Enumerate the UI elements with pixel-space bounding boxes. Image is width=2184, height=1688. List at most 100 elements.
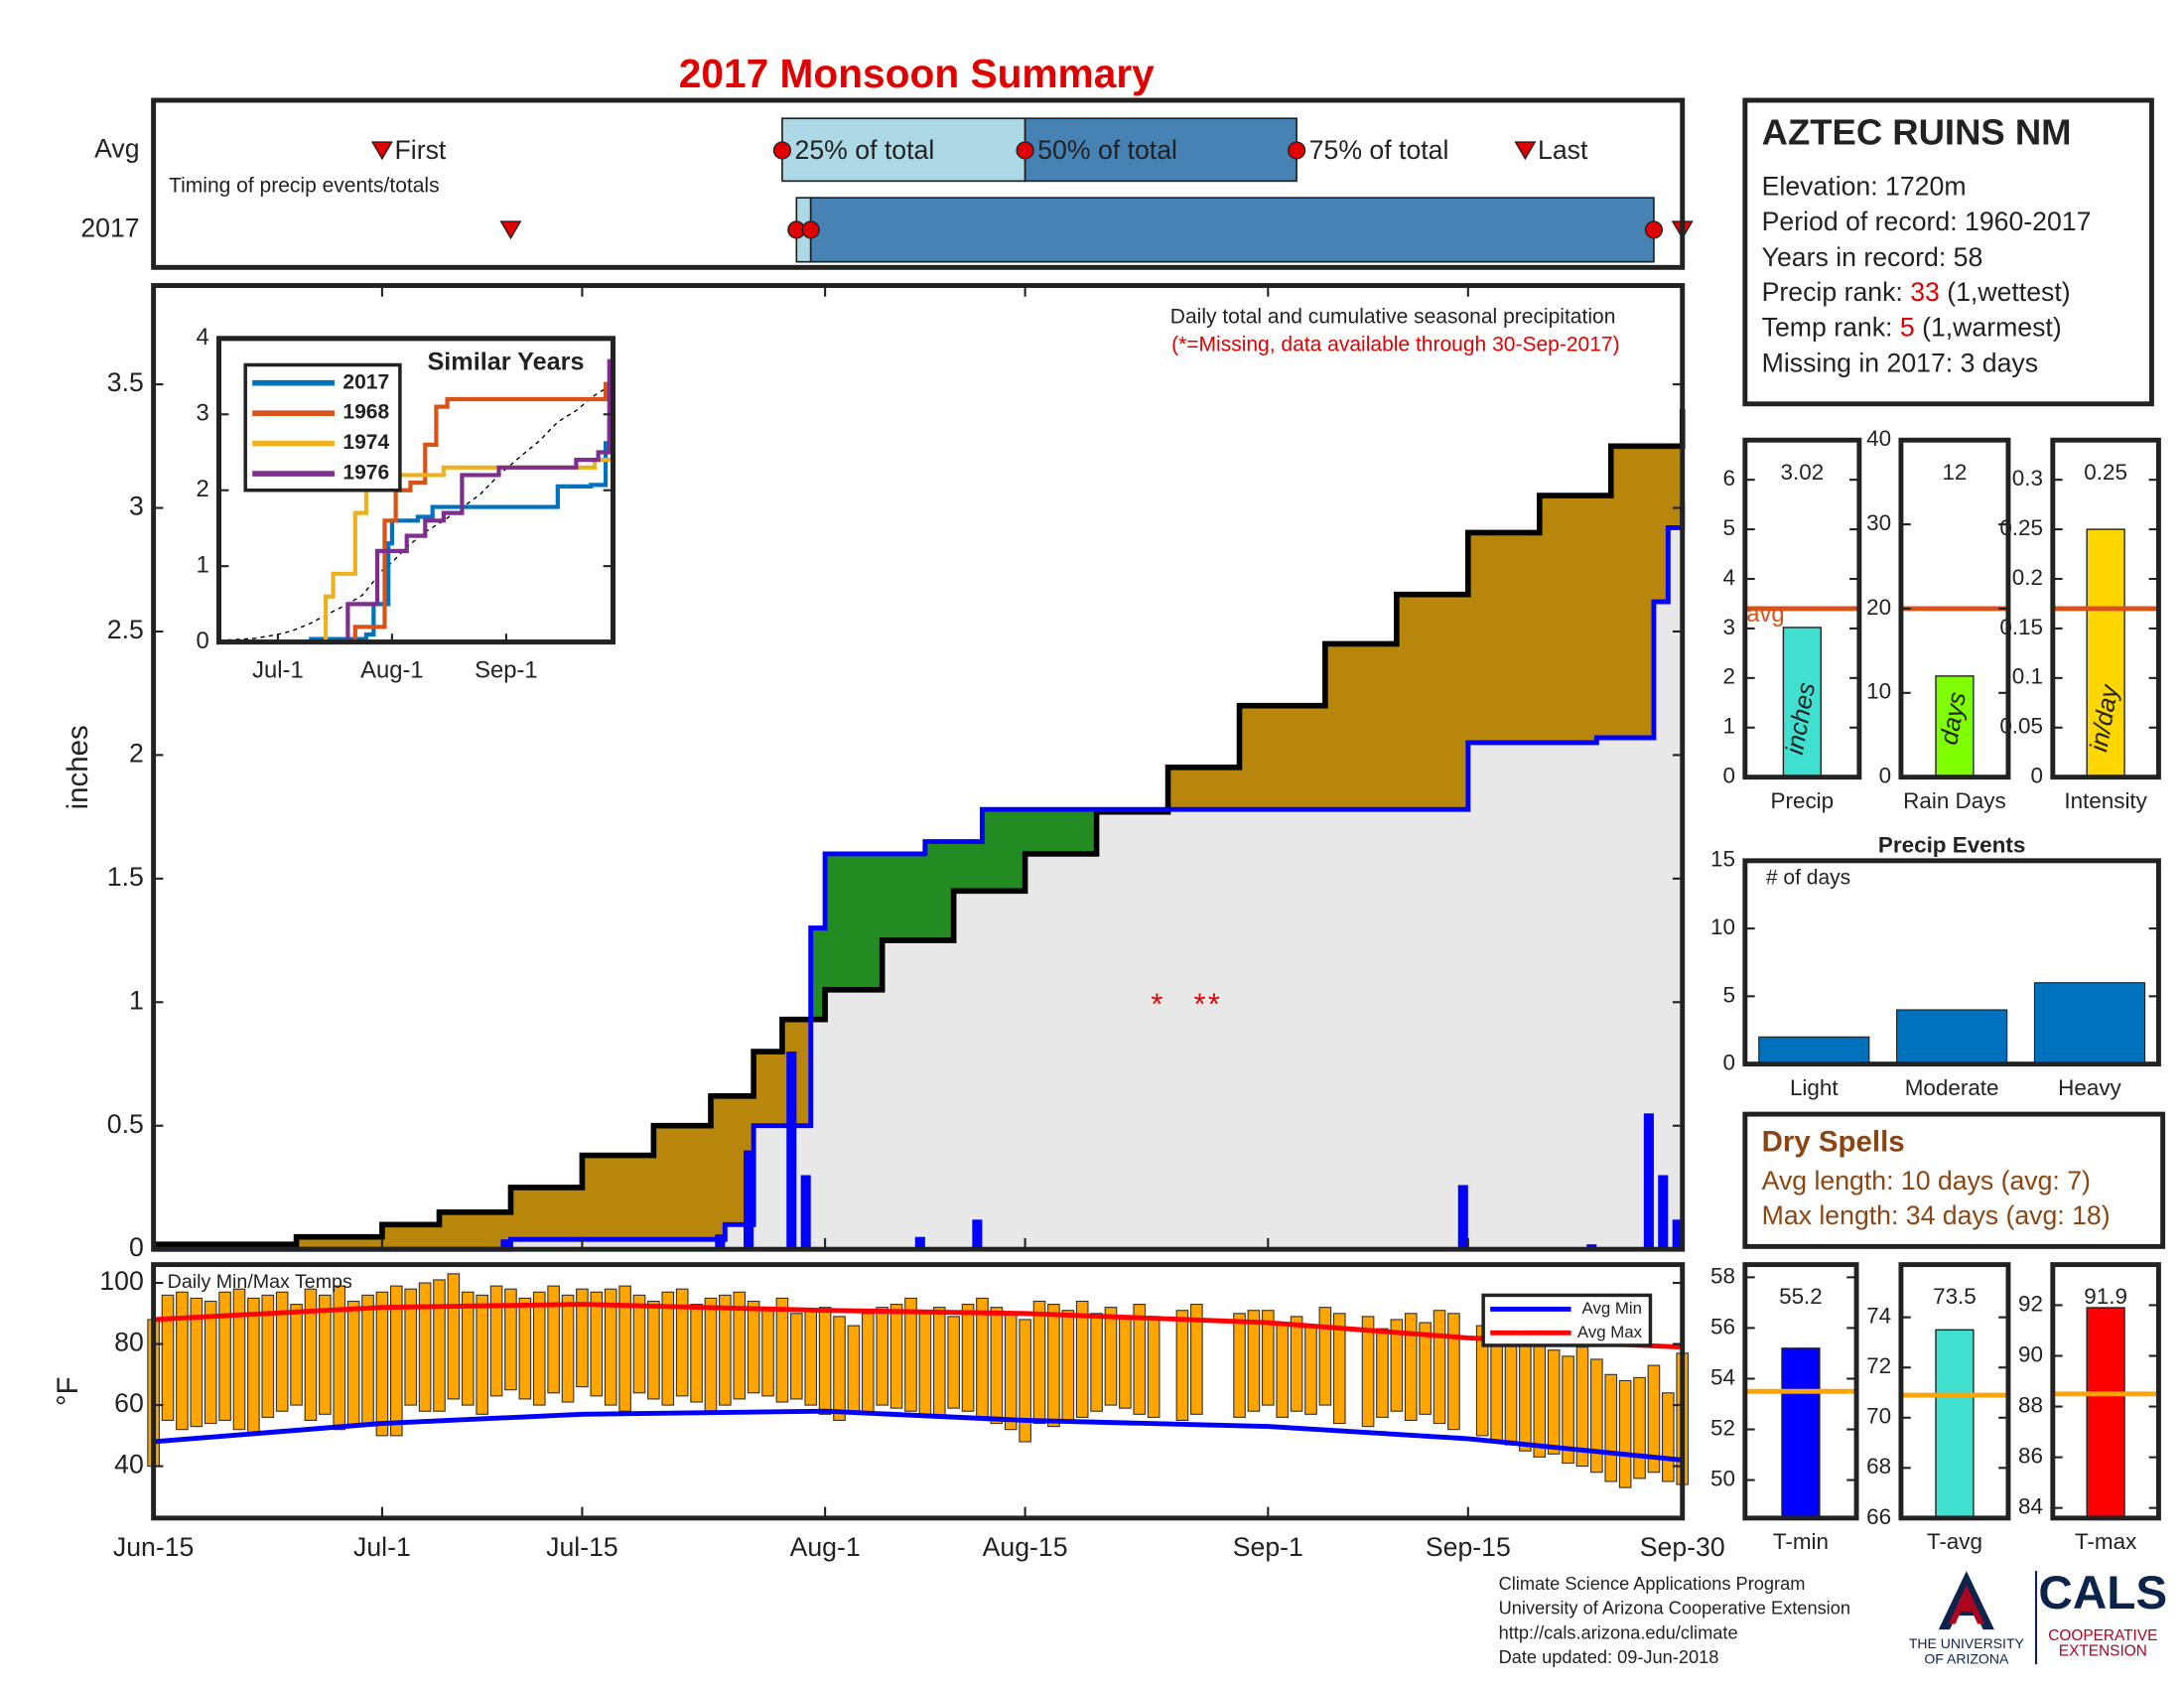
temp-bar — [247, 1297, 260, 1434]
y-tick-label: 40 — [1866, 426, 1891, 451]
temp-bar — [775, 1297, 789, 1403]
timing-bar — [781, 117, 1026, 183]
y-tick-label: 50 — [1710, 1467, 1735, 1491]
legend-label: 1968 — [342, 401, 389, 424]
frame — [2050, 1262, 2161, 1521]
temp-bar — [761, 1307, 774, 1397]
rank-label: Precip rank: — [1762, 277, 1911, 307]
y-tick-label: 3.5 — [107, 367, 144, 397]
footer-line: Climate Science Applications Program — [1499, 1573, 1806, 1594]
x-tick-label: Sep-30 — [1640, 1532, 1725, 1562]
x-tick-label: Aug-1 — [790, 1532, 861, 1562]
y-tick-label: 3 — [196, 400, 208, 427]
rank-suffix: (1,warmest) — [1915, 313, 2062, 343]
y-tick-label: 40 — [114, 1450, 144, 1479]
missing-marker: * — [1151, 987, 1162, 1022]
temp-bar — [1318, 1307, 1332, 1406]
footer-line: http://cals.arizona.edu/climate — [1499, 1621, 1738, 1642]
station-rank: Precip rank: 33 (1,wettest) — [1762, 277, 2071, 307]
frame — [1898, 437, 2011, 780]
ua-logo — [1938, 1571, 2038, 1665]
x-tick-label: Sep-15 — [1426, 1532, 1511, 1562]
category-label: T-max — [2075, 1529, 2136, 1554]
dry-title: Dry Spells — [1762, 1125, 1905, 1158]
temp-bar — [290, 1304, 303, 1406]
y-tick-label: 10 — [1866, 679, 1891, 704]
temp-bar — [1276, 1322, 1290, 1418]
y-tick-label: 1 — [196, 551, 208, 578]
row-label: 2017 — [80, 212, 139, 242]
temp-bar — [1647, 1364, 1661, 1474]
temp-bar — [632, 1294, 646, 1394]
daily-bar — [1586, 1244, 1597, 1250]
temp-bar — [418, 1282, 432, 1412]
total-marker — [1016, 141, 1034, 160]
cals-sub: EXTENSION — [2059, 1643, 2147, 1660]
avg-line — [153, 408, 1686, 1247]
temp-bar — [690, 1304, 703, 1403]
year-line — [218, 381, 614, 644]
footer-line: University of Arizona Cooperative Extens… — [1499, 1598, 1850, 1618]
temp-bar — [447, 1273, 461, 1400]
value-label: 55.2 — [1779, 1284, 1823, 1309]
temp-bar — [1533, 1336, 1547, 1458]
y-tick-label: 6 — [1723, 466, 1735, 491]
daily-bar — [786, 1052, 797, 1250]
temp-bar — [404, 1288, 418, 1406]
category-label: Light — [1790, 1075, 1839, 1100]
temp-bar — [232, 1288, 246, 1431]
y-tick-label: 1 — [129, 985, 144, 1015]
temp-bar — [518, 1297, 532, 1400]
y-tick-label: 2 — [196, 476, 208, 502]
year-line — [218, 338, 615, 644]
x-tick-label: Jun-15 — [113, 1532, 194, 1562]
daily-bar — [914, 1236, 925, 1250]
timing-bar — [809, 197, 1655, 263]
temp-bar — [804, 1310, 818, 1406]
y-tick-label: 58 — [1710, 1263, 1735, 1288]
station-line: Years in record: 58 — [1762, 242, 1983, 272]
timing-label: 25% of total — [795, 135, 935, 165]
x-tick-label: Jul-1 — [353, 1532, 411, 1562]
temp-bar — [1304, 1325, 1317, 1415]
temp-bar — [1190, 1304, 1203, 1415]
temp-bar — [1104, 1307, 1118, 1406]
frame — [216, 336, 615, 645]
station-missing: Missing in 2017: 3 days — [1762, 349, 2038, 378]
temp-bar — [375, 1291, 389, 1437]
temp-bar — [1075, 1300, 1089, 1418]
category-label: T-avg — [1927, 1529, 1982, 1554]
y-tick-label: 1 — [1723, 714, 1735, 739]
y-tick-label: 0 — [196, 628, 208, 654]
total-marker — [772, 141, 792, 160]
temp-bar — [604, 1288, 617, 1406]
chart-title: Precip Events — [1878, 833, 2025, 858]
annotation: Daily total and cumulative seasonal prec… — [1170, 305, 1616, 328]
temp-bar — [647, 1300, 660, 1400]
y-tick-label: 90 — [2018, 1341, 2043, 1366]
y-tick-label: 2 — [1723, 664, 1735, 689]
temp-bar — [1590, 1358, 1603, 1474]
x-tick-label: Aug-15 — [983, 1532, 1068, 1562]
temp-bar — [218, 1291, 231, 1422]
frame — [151, 283, 1686, 1252]
station-name: AZTEC RUINS NM — [1762, 112, 2072, 153]
temp-bar — [204, 1300, 217, 1425]
value-label: 12 — [1942, 460, 1967, 485]
row-label: Avg — [94, 134, 139, 164]
temp-bar — [719, 1294, 732, 1406]
temp-bar — [1061, 1310, 1075, 1422]
temp-bar — [1290, 1316, 1303, 1412]
temp-bar — [1547, 1349, 1561, 1455]
daily-bar — [715, 1234, 726, 1250]
y-tick-label: 15 — [1710, 847, 1735, 872]
event-marker — [370, 141, 393, 161]
y-axis-label: inches — [62, 725, 94, 809]
temp-bar — [861, 1313, 875, 1415]
legend-label: 2017 — [342, 370, 389, 393]
frame — [1742, 437, 1862, 780]
bar — [1935, 1329, 1975, 1519]
total-marker — [1287, 141, 1306, 160]
logo-a-inner — [1948, 1585, 1985, 1624]
bar — [2033, 982, 2146, 1065]
